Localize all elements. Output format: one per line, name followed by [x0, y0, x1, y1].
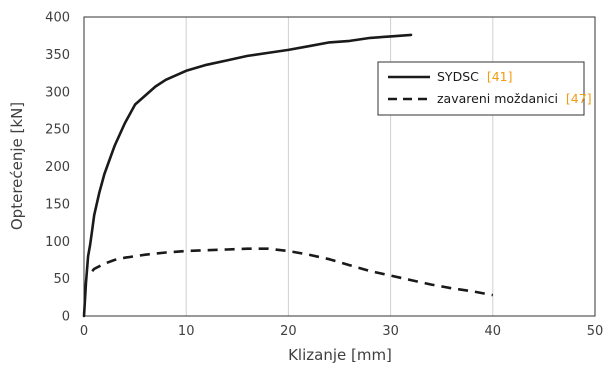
y-tick-label: 50 — [53, 272, 70, 287]
x-axis-title: Klizanje [mm] — [288, 346, 392, 364]
legend-label-zavareni: zavareni moždanici [47] — [437, 91, 592, 106]
x-tick-label: 30 — [382, 324, 399, 339]
x-tick-label: 50 — [587, 324, 604, 339]
series-line-zavareni — [91, 247, 494, 297]
x-tick-label: 10 — [178, 324, 195, 339]
y-tick-label: 150 — [45, 197, 70, 212]
y-tick-label: 250 — [45, 123, 70, 138]
series-lines — [82, 33, 494, 318]
legend-ref-zavareni: [47] — [566, 91, 592, 106]
y-axis-title: Opterećenje [kN] — [8, 102, 26, 230]
legend-label-sydsc: SYDSC [41] — [437, 69, 513, 84]
y-tick-label: 200 — [45, 160, 70, 175]
x-tick-label: 0 — [80, 324, 88, 339]
y-tick-label: 100 — [45, 235, 70, 250]
y-tick-label: 300 — [45, 85, 70, 100]
tick-labels: 0 10 20 30 40 50 0 50 100 150 200 250 300 350 400 — [45, 11, 603, 340]
x-tick-label: 40 — [485, 324, 502, 339]
axes — [83, 16, 596, 317]
legend: SYDSC [41] zavareni moždanici [47] — [377, 61, 592, 116]
y-tick-label: 350 — [45, 48, 70, 63]
legend-name-zavareni: zavareni moždanici — [437, 91, 558, 106]
plot-frame — [83, 16, 596, 317]
legend-ref-sydsc: [41] — [487, 69, 513, 84]
series-line-sydsc — [82, 33, 413, 318]
y-tick-label: 400 — [45, 11, 70, 26]
legend-name-sydsc: SYDSC — [437, 69, 479, 84]
y-tick-label: 0 — [62, 310, 70, 325]
legend-box — [377, 61, 585, 116]
x-tick-label: 20 — [280, 324, 297, 339]
